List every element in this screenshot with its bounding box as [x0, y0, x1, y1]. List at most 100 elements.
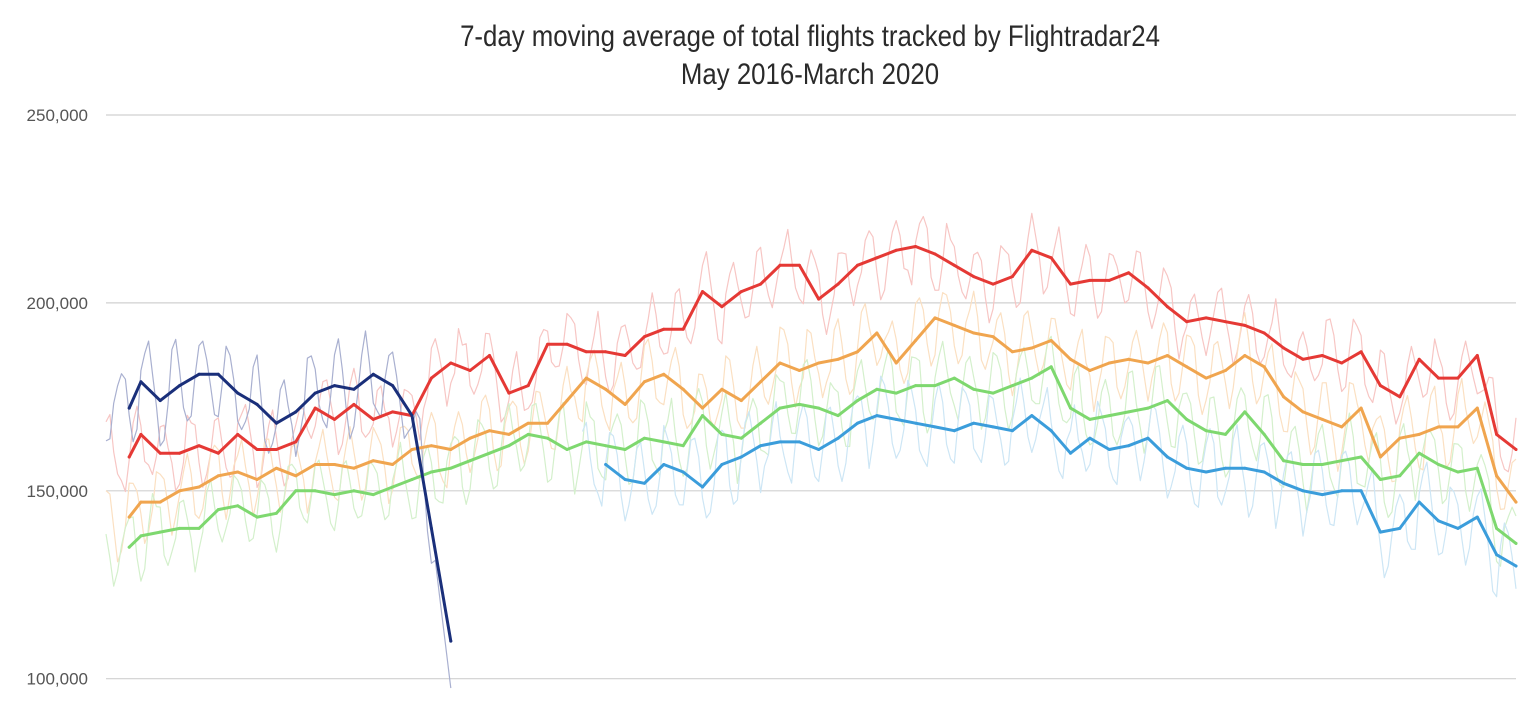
data-point	[391, 384, 395, 388]
data-point	[739, 399, 743, 403]
y-tick-label: 100,000	[27, 670, 88, 689]
data-point	[681, 444, 685, 448]
data-point	[546, 421, 550, 425]
data-point	[294, 440, 298, 444]
data-point	[1475, 515, 1479, 519]
data-point	[1514, 541, 1518, 545]
data-point	[1340, 459, 1344, 463]
data-point	[139, 534, 143, 538]
data-point	[972, 275, 976, 279]
data-point	[391, 485, 395, 489]
data-point	[662, 372, 666, 376]
data-point	[158, 530, 162, 534]
data-point	[274, 448, 278, 451]
data-point	[1437, 376, 1440, 380]
data-point	[178, 489, 182, 493]
data-point	[1301, 489, 1305, 493]
data-point	[507, 391, 511, 395]
data-point	[1378, 384, 1382, 388]
data-point	[197, 526, 201, 530]
data-point	[701, 414, 704, 418]
data-point	[1398, 474, 1402, 478]
data-point	[1127, 271, 1131, 275]
data-point	[449, 466, 453, 470]
data-point	[1320, 493, 1324, 497]
data-point	[604, 444, 608, 448]
data-point	[662, 327, 666, 331]
data-point	[178, 451, 182, 455]
data-point	[410, 478, 414, 481]
data-point	[127, 406, 131, 410]
data-point	[1069, 357, 1072, 361]
data-point	[429, 470, 433, 474]
data-point	[1127, 410, 1131, 414]
data-point	[778, 440, 782, 444]
data-point	[1107, 361, 1111, 365]
data-point	[255, 448, 259, 451]
data-point	[856, 263, 859, 267]
data-point	[1320, 463, 1324, 466]
data-point	[991, 391, 995, 395]
data-point	[313, 406, 317, 410]
chart-title-block: 7-day moving average of total flights tr…	[0, 18, 1536, 94]
data-point	[1495, 526, 1499, 530]
data-point	[1437, 519, 1440, 523]
data-point	[294, 410, 298, 414]
data-point	[1456, 425, 1460, 429]
data-point	[778, 406, 782, 410]
data-point	[565, 399, 569, 403]
data-point	[565, 448, 569, 451]
data-point	[1204, 470, 1208, 474]
data-point	[488, 354, 491, 357]
data-point	[642, 335, 646, 339]
data-point	[642, 436, 646, 440]
data-point	[274, 511, 278, 515]
data-point	[875, 387, 879, 391]
data-point	[526, 384, 530, 388]
data-point	[914, 339, 918, 342]
data-point	[1165, 399, 1169, 403]
data-point	[701, 406, 704, 410]
data-point	[236, 432, 240, 436]
data-point	[933, 425, 937, 429]
data-point	[836, 436, 840, 440]
data-point	[1417, 500, 1421, 504]
data-point	[1437, 463, 1440, 466]
data-point	[972, 387, 976, 391]
data-point	[952, 323, 956, 327]
data-point	[1010, 384, 1014, 388]
data-point	[1030, 248, 1034, 252]
data-point	[817, 297, 821, 301]
data-point	[1514, 500, 1518, 504]
data-point	[1030, 376, 1034, 380]
data-point	[216, 451, 220, 455]
data-point	[488, 429, 491, 433]
data-point	[158, 399, 162, 403]
data-point	[817, 406, 821, 410]
data-point	[1224, 432, 1227, 436]
data-point	[158, 500, 162, 504]
data-point	[333, 417, 336, 421]
chart-title: 7-day moving average of total flights tr…	[460, 20, 1160, 53]
data-point	[1398, 436, 1402, 440]
data-point	[1088, 417, 1092, 421]
data-point	[739, 290, 743, 294]
data-point	[1088, 369, 1092, 372]
data-point	[914, 245, 918, 248]
data-point	[391, 410, 395, 414]
data-point	[526, 432, 530, 436]
data-point	[127, 515, 131, 519]
data-point	[797, 402, 801, 406]
data-point	[1107, 414, 1111, 418]
data-point	[1320, 354, 1324, 357]
data-point	[933, 384, 937, 388]
data-point	[1185, 365, 1189, 369]
data-point	[1224, 466, 1227, 470]
data-point	[255, 402, 259, 406]
data-point	[333, 463, 336, 466]
data-point	[352, 402, 356, 406]
data-point	[681, 470, 685, 474]
data-point	[797, 440, 801, 444]
data-point	[410, 414, 414, 418]
data-point	[856, 399, 859, 403]
